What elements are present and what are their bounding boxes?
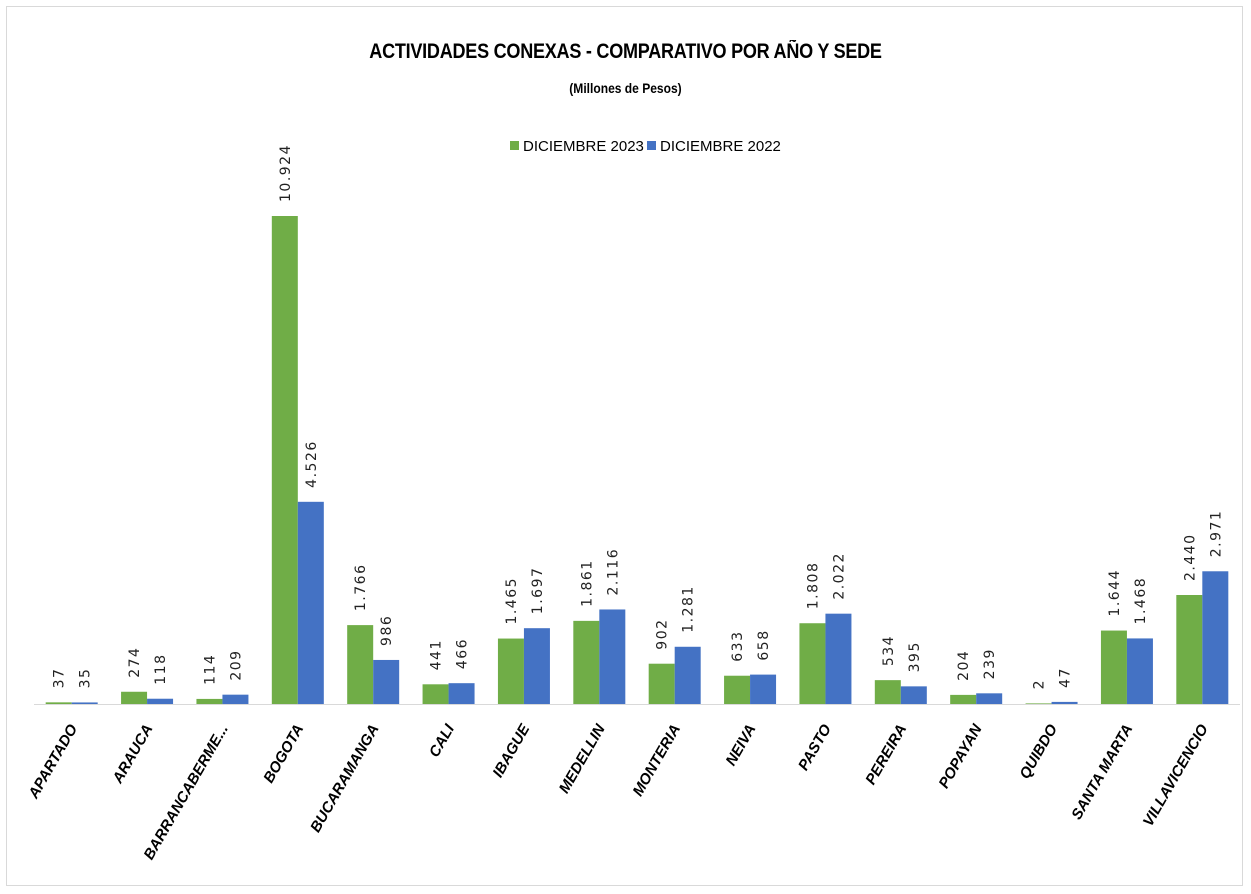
category-label-8: MONTERIA — [629, 722, 684, 800]
value-label-0-15: 2.440 — [1182, 533, 1198, 581]
value-label-1-11: 395 — [907, 641, 923, 672]
bar-1-9 — [750, 674, 777, 704]
category-label-3: BOGOTA — [260, 722, 307, 787]
category-label-15: VILLAVICENCIO — [1140, 721, 1212, 829]
category-label-6: IBAGUE — [490, 721, 534, 781]
bar-1-5 — [448, 683, 475, 704]
bar-1-1 — [147, 698, 174, 704]
bar-1-6 — [523, 628, 550, 704]
bar-0-5 — [422, 684, 449, 704]
value-label-1-6: 1.697 — [530, 567, 546, 615]
bar-0-3 — [271, 216, 298, 704]
bar-0-7 — [573, 620, 600, 704]
value-label-1-12: 239 — [982, 648, 998, 679]
bar-1-12 — [976, 693, 1003, 704]
bar-0-6 — [497, 638, 524, 704]
legend-swatch-1 — [647, 141, 656, 150]
value-label-0-2: 114 — [202, 654, 218, 685]
bars-group — [45, 216, 1229, 704]
bar-0-12 — [950, 694, 977, 704]
value-label-1-10: 2.022 — [831, 552, 847, 600]
value-label-0-11: 534 — [881, 635, 897, 666]
bar-1-0 — [71, 702, 98, 704]
bar-0-9 — [724, 675, 751, 704]
value-label-0-14: 1.644 — [1107, 569, 1123, 617]
value-label-0-10: 1.808 — [805, 562, 821, 610]
value-label-0-9: 633 — [730, 630, 746, 661]
bar-1-7 — [599, 609, 626, 704]
category-label-2: BARRANCABERME... — [141, 722, 232, 863]
bar-1-14 — [1126, 638, 1153, 704]
bar-1-8 — [674, 646, 701, 704]
bar-0-4 — [347, 625, 374, 704]
category-label-10: PASTO — [795, 721, 835, 773]
bar-1-15 — [1202, 571, 1229, 704]
value-label-1-14: 1.468 — [1133, 577, 1149, 625]
category-label-1: ARAUCA — [109, 722, 157, 788]
value-label-1-8: 1.281 — [681, 585, 697, 633]
bar-0-14 — [1100, 630, 1127, 704]
bar-0-11 — [874, 680, 901, 704]
category-label-13: QUIBDO — [1016, 721, 1061, 782]
value-label-0-4: 1.766 — [353, 564, 369, 612]
legend-label-1: DICIEMBRE 2022 — [660, 138, 781, 155]
value-label-0-13: 2 — [1032, 679, 1048, 689]
chart-frame — [6, 6, 1243, 886]
value-label-1-3: 4.526 — [304, 440, 320, 488]
bar-1-4 — [373, 659, 400, 704]
bar-0-13 — [1025, 703, 1052, 704]
category-label-11: PEREIRA — [862, 722, 910, 788]
chart-title: ACTIVIDADES CONEXAS - COMPARATIVO POR AÑ… — [369, 40, 882, 63]
value-label-1-7: 2.116 — [605, 548, 621, 596]
legend: DICIEMBRE 2023 DICIEMBRE 2022 — [510, 138, 781, 155]
chart-subtitle: (Millones de Pesos) — [569, 80, 682, 96]
bar-1-3 — [297, 501, 324, 704]
value-label-0-12: 204 — [956, 650, 972, 681]
value-label-0-5: 441 — [429, 639, 445, 670]
value-label-0-8: 902 — [655, 618, 671, 649]
category-label-0: APARTADO — [25, 721, 82, 802]
bar-1-10 — [825, 613, 852, 704]
value-label-1-9: 658 — [756, 629, 772, 660]
bar-1-2 — [222, 694, 249, 704]
value-label-0-7: 1.861 — [579, 559, 595, 607]
value-label-0-6: 1.465 — [504, 577, 520, 625]
category-label-5: CALI — [426, 721, 459, 761]
value-label-1-1: 118 — [153, 653, 169, 684]
bar-0-0 — [45, 702, 72, 704]
category-label-14: SANTA MARTA — [1068, 722, 1136, 823]
bar-0-1 — [121, 691, 148, 704]
bar-0-15 — [1176, 594, 1203, 704]
value-label-0-1: 274 — [127, 647, 143, 678]
value-label-0-0: 37 — [52, 668, 68, 689]
value-label-1-0: 35 — [78, 668, 94, 689]
value-label-1-15: 2.971 — [1208, 510, 1224, 558]
category-label-12: POPAYAN — [936, 720, 987, 791]
bar-0-8 — [648, 663, 675, 704]
bar-0-10 — [799, 623, 826, 704]
value-labels-group: 37 35 274 118 114 209 10.924 4.526 1.766 986 441 46… — [52, 144, 1225, 689]
value-label-1-13: 47 — [1058, 667, 1074, 688]
legend-swatch-0 — [510, 141, 519, 150]
value-label-1-2: 209 — [228, 649, 244, 680]
value-label-1-4: 986 — [379, 615, 395, 646]
bar-1-11 — [900, 686, 927, 704]
value-label-0-3: 10.924 — [278, 144, 294, 202]
category-label-7: MEDELLIN — [556, 720, 610, 796]
bar-1-13 — [1051, 701, 1078, 704]
category-label-9: NEIVA — [722, 722, 759, 769]
category-label-4: BUCARAMANGA — [307, 722, 383, 836]
bar-0-2 — [196, 698, 223, 704]
value-label-1-5: 466 — [455, 638, 471, 669]
legend-label-0: DICIEMBRE 2023 — [523, 138, 644, 155]
